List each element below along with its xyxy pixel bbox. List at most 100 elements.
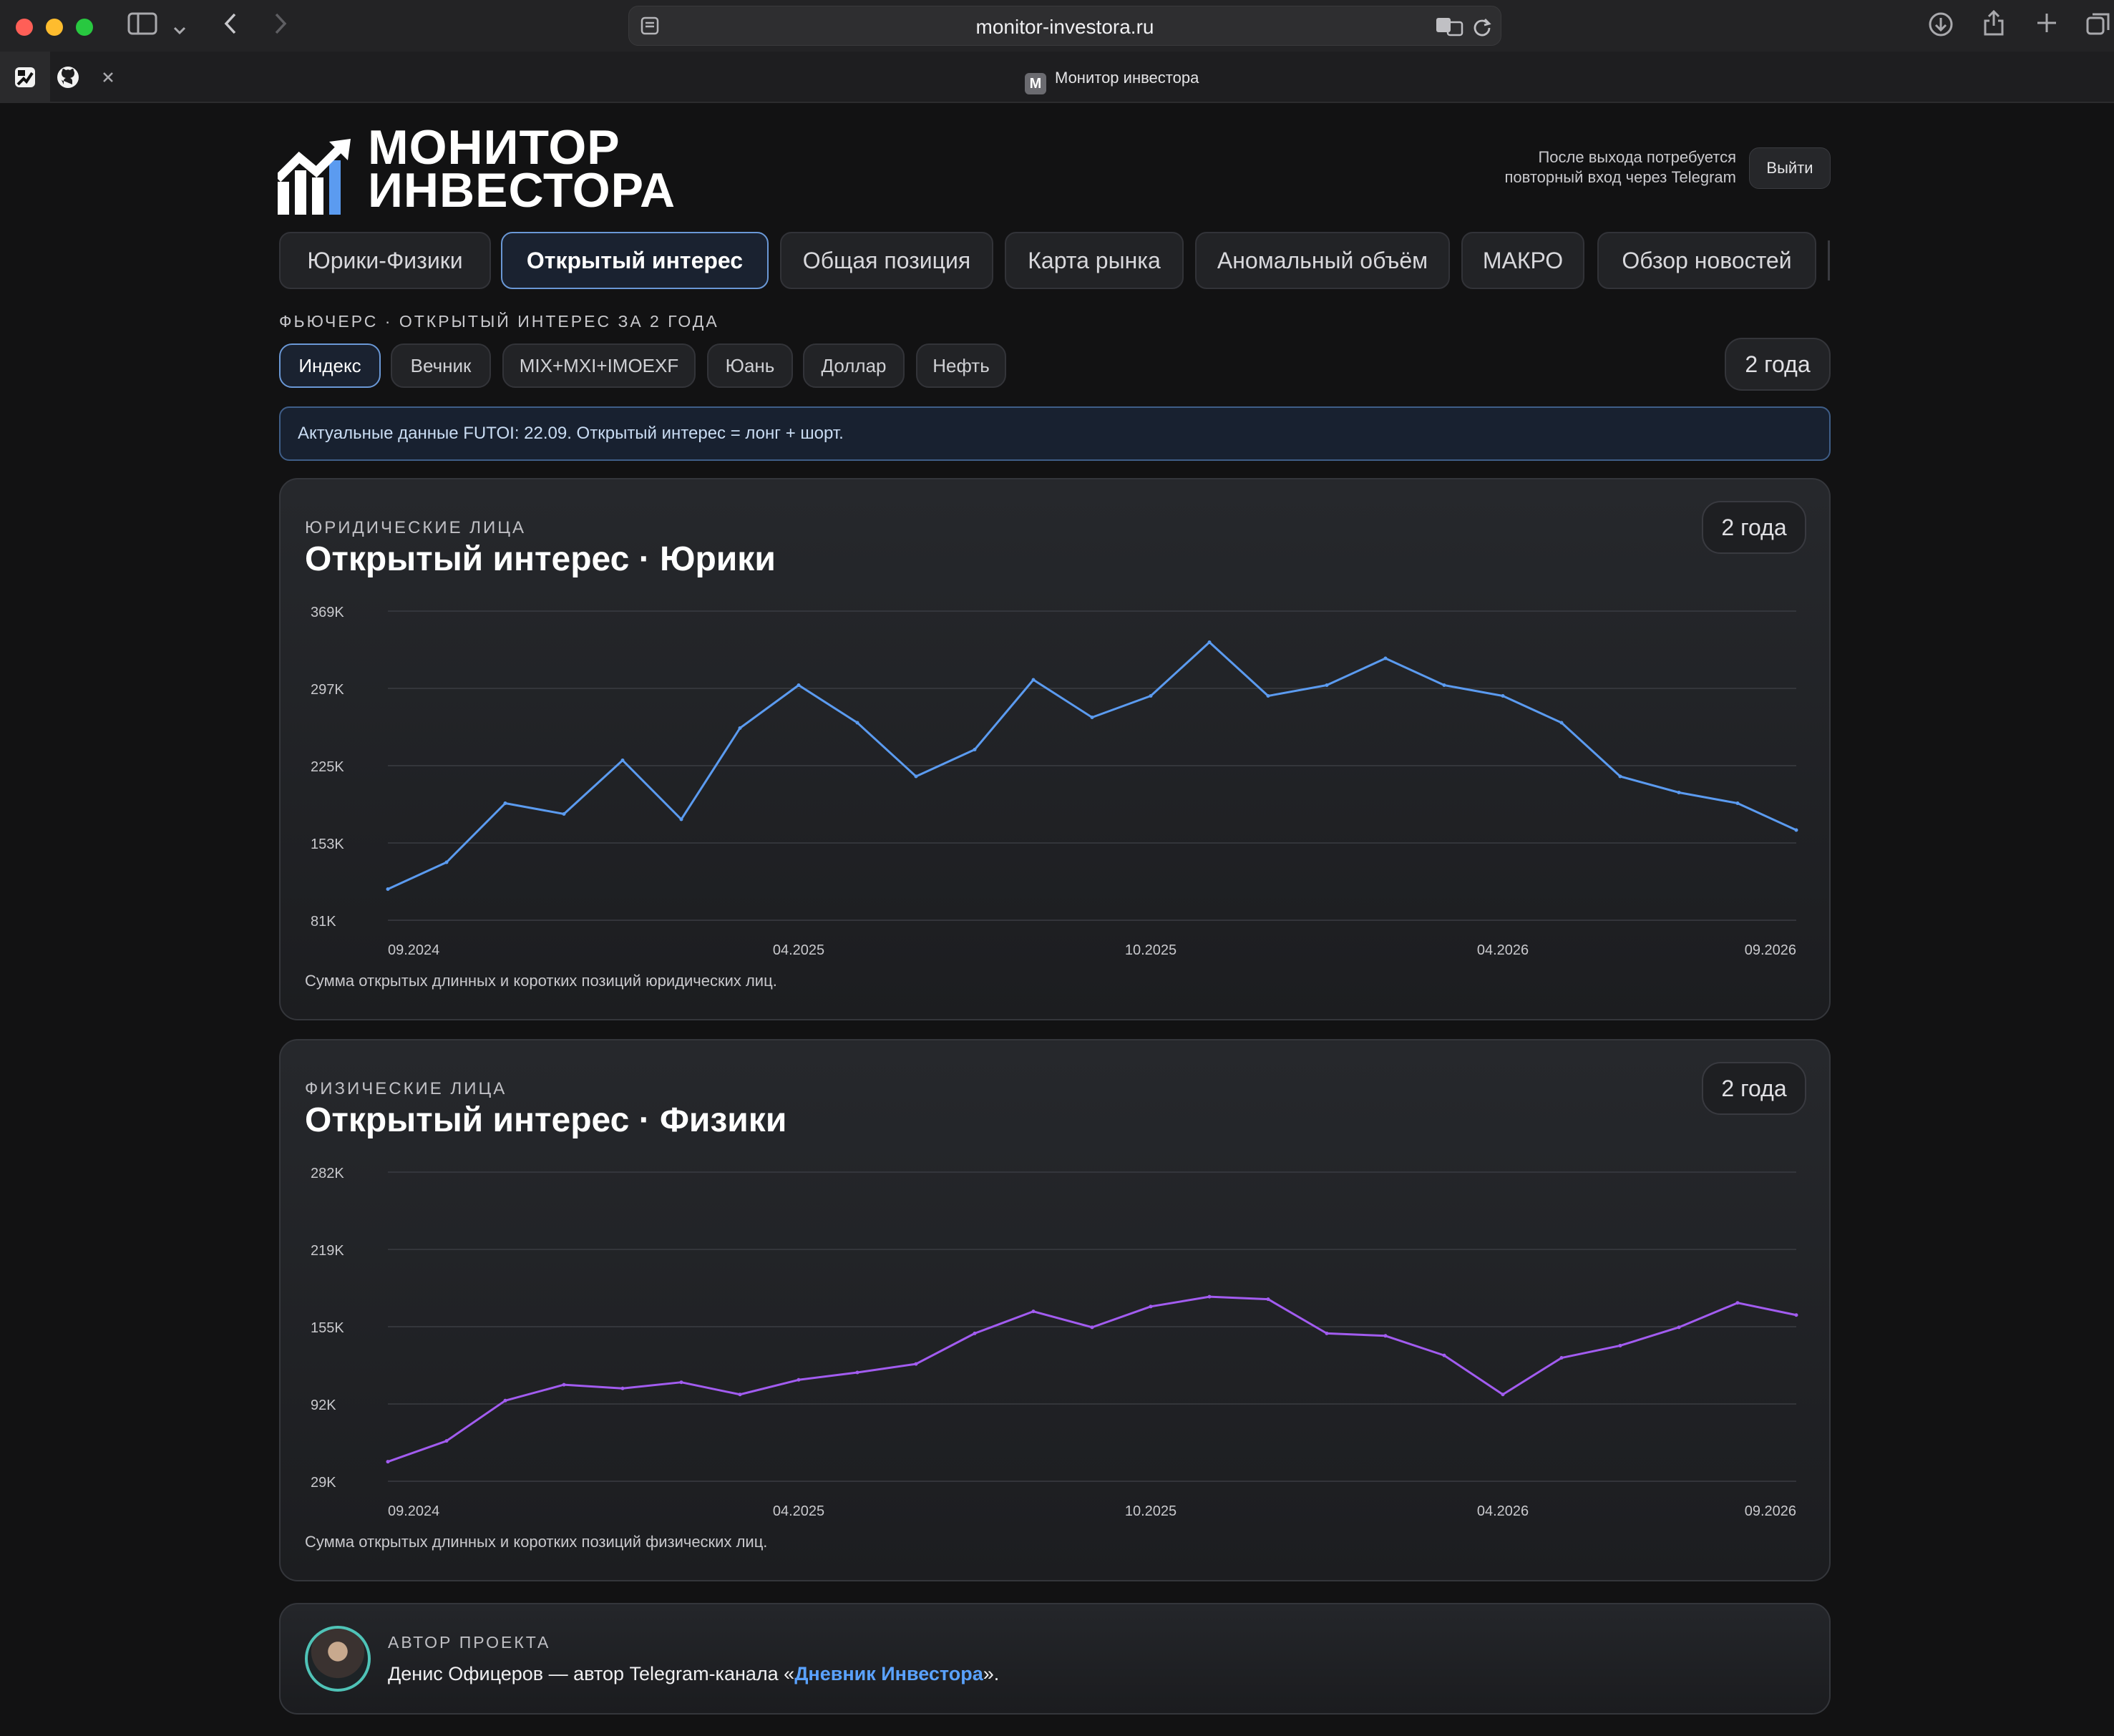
chip-dollar[interactable]: Доллар bbox=[803, 343, 905, 388]
tab-overview-icon[interactable] bbox=[2085, 11, 2111, 41]
y-tick-label: 282K bbox=[311, 1166, 344, 1181]
logo-chart-icon bbox=[278, 139, 351, 215]
card-period-selector[interactable]: 2 года bbox=[1702, 1062, 1806, 1115]
chip-perpetual[interactable]: Вечник bbox=[391, 343, 491, 388]
data-point bbox=[386, 1460, 390, 1464]
author-text-after: ». bbox=[983, 1663, 1000, 1684]
tab-favicon: M bbox=[1025, 73, 1046, 94]
data-point bbox=[973, 1331, 977, 1335]
url-text: monitor-investora.ru bbox=[975, 16, 1154, 38]
data-point bbox=[562, 1383, 566, 1387]
avatar bbox=[305, 1626, 371, 1692]
data-point bbox=[855, 721, 859, 725]
back-icon[interactable] bbox=[222, 11, 239, 40]
x-tick-label: 09.2026 bbox=[1745, 942, 1796, 958]
data-point bbox=[444, 860, 449, 864]
data-point bbox=[1031, 1310, 1036, 1314]
close-tab-icon[interactable] bbox=[84, 52, 132, 103]
data-point bbox=[386, 887, 390, 891]
tab-abnormal-volume[interactable]: Аномальный объём bbox=[1195, 232, 1450, 289]
share-icon[interactable] bbox=[1982, 9, 2005, 41]
y-tick-label: 297K bbox=[311, 682, 344, 698]
x-tick-label: 10.2025 bbox=[1125, 942, 1177, 958]
reload-icon[interactable] bbox=[1472, 16, 1492, 40]
period-selector[interactable]: 2 года bbox=[1725, 338, 1831, 391]
tab-bar: M Монитор инвестора bbox=[0, 52, 2114, 103]
tab-macro[interactable]: МАКРО bbox=[1461, 232, 1584, 289]
logout-note-line-2: повторный вход через Telegram bbox=[1504, 168, 1736, 186]
y-tick-label: 369K bbox=[311, 605, 344, 620]
download-icon[interactable] bbox=[1928, 11, 1954, 41]
data-point bbox=[1559, 1356, 1564, 1360]
card-eyebrow: ЮРИДИЧЕСКИЕ ЛИЦА bbox=[305, 518, 527, 537]
x-tick-label: 04.2025 bbox=[773, 942, 824, 958]
tab-open-interest[interactable]: Открытый интерес bbox=[501, 232, 769, 289]
data-point bbox=[1090, 1325, 1094, 1330]
author-text-before: Денис Офицеров — автор Telegram-канала « bbox=[388, 1663, 795, 1684]
reader-icon[interactable] bbox=[640, 16, 659, 39]
card-eyebrow: ФИЗИЧЕСКИЕ ЛИЦА bbox=[305, 1079, 507, 1098]
data-point bbox=[1325, 683, 1329, 687]
new-tab-icon[interactable] bbox=[2035, 11, 2058, 38]
tab-title[interactable]: Монитор инвестора bbox=[1055, 69, 1199, 87]
telegram-channel-link[interactable]: Дневник Инвестора bbox=[794, 1663, 983, 1684]
data-point bbox=[1618, 774, 1622, 779]
chip-index[interactable]: Индекс bbox=[279, 343, 381, 388]
card-period-selector[interactable]: 2 года bbox=[1702, 501, 1806, 554]
logout-button[interactable]: Выйти bbox=[1749, 147, 1831, 189]
logout-note-line-1: После выхода потребуется bbox=[1538, 148, 1736, 166]
pinned-tab-app-icon[interactable] bbox=[0, 52, 50, 103]
data-point bbox=[1442, 683, 1446, 687]
data-point bbox=[1266, 1297, 1270, 1302]
data-point bbox=[1149, 694, 1153, 698]
tab-yuriki-fiziki[interactable]: Юрики-Физики bbox=[279, 232, 491, 289]
data-point bbox=[1677, 791, 1681, 794]
author-text: Денис Офицеров — автор Telegram-канала «… bbox=[388, 1663, 999, 1685]
x-tick-label: 10.2025 bbox=[1125, 1503, 1177, 1519]
close-window-button[interactable] bbox=[16, 19, 33, 36]
series-line bbox=[387, 1295, 1797, 1463]
minimize-window-button[interactable] bbox=[46, 19, 63, 36]
chip-mix[interactable]: MIX+MXI+IMOEXF bbox=[502, 343, 696, 388]
sidebar-toggle-icon[interactable] bbox=[127, 11, 157, 40]
forward-icon[interactable] bbox=[272, 11, 289, 40]
github-icon[interactable] bbox=[43, 52, 93, 103]
data-point bbox=[797, 1377, 801, 1382]
data-point bbox=[1794, 828, 1798, 832]
data-point bbox=[973, 748, 977, 751]
y-tick-label: 92K bbox=[311, 1398, 336, 1413]
card-note: Сумма открытых длинных и коротких позици… bbox=[305, 1533, 768, 1551]
tab-market-map[interactable]: Карта рынка bbox=[1005, 232, 1184, 289]
data-point bbox=[679, 817, 683, 821]
x-tick-label: 04.2026 bbox=[1477, 1503, 1529, 1519]
data-point bbox=[679, 1380, 683, 1385]
x-tick-label: 04.2026 bbox=[1477, 942, 1529, 958]
chip-oil[interactable]: Нефть bbox=[916, 343, 1006, 388]
page-content: МОНИТОР ИНВЕСТОРА После выхода потребует… bbox=[0, 104, 2114, 1736]
data-point bbox=[1735, 1301, 1740, 1305]
zoom-window-button[interactable] bbox=[76, 19, 93, 36]
chart-card-individuals: ФИЗИЧЕСКИЕ ЛИЦА Открытый интерес · Физик… bbox=[279, 1039, 1831, 1581]
chevron-down-icon[interactable] bbox=[173, 16, 186, 40]
logo-line-1: МОНИТОР bbox=[368, 120, 620, 175]
data-notice: Актуальные данные FUTOI: 22.09. Открытый… bbox=[279, 406, 1831, 461]
tab-news-review[interactable]: Обзор новостей bbox=[1597, 232, 1816, 289]
data-point bbox=[1207, 1294, 1212, 1299]
data-point bbox=[1442, 1353, 1446, 1357]
tabs-overflow-divider bbox=[1828, 240, 1830, 281]
chart-legal: 81K 153K 225K 297K 369K 09.2024 04.2025 10.2025… bbox=[311, 605, 1798, 958]
x-tick-label: 09.2024 bbox=[388, 942, 439, 958]
data-point bbox=[620, 1386, 625, 1390]
y-tick-label: 155K bbox=[311, 1320, 344, 1336]
y-tick-label: 219K bbox=[311, 1243, 344, 1259]
chip-yuan[interactable]: Юань bbox=[707, 343, 793, 388]
translate-icon[interactable] bbox=[1435, 16, 1463, 40]
data-point bbox=[738, 726, 742, 730]
logout-note: После выхода потребуется повторный вход … bbox=[1504, 147, 1736, 187]
address-bar[interactable]: monitor-investora.ru bbox=[628, 6, 1501, 46]
tab-total-position[interactable]: Общая позиция bbox=[780, 232, 993, 289]
data-point bbox=[1031, 678, 1036, 682]
y-tick-label: 225K bbox=[311, 759, 344, 775]
chart-individuals: 29K 92K 155K 219K 282K 09.2024 04.2025 10.2025 0… bbox=[311, 1166, 1798, 1519]
section-label: ФЬЮЧЕРС · ОТКРЫТЫЙ ИНТЕРЕС ЗА 2 ГОДА bbox=[279, 312, 719, 331]
